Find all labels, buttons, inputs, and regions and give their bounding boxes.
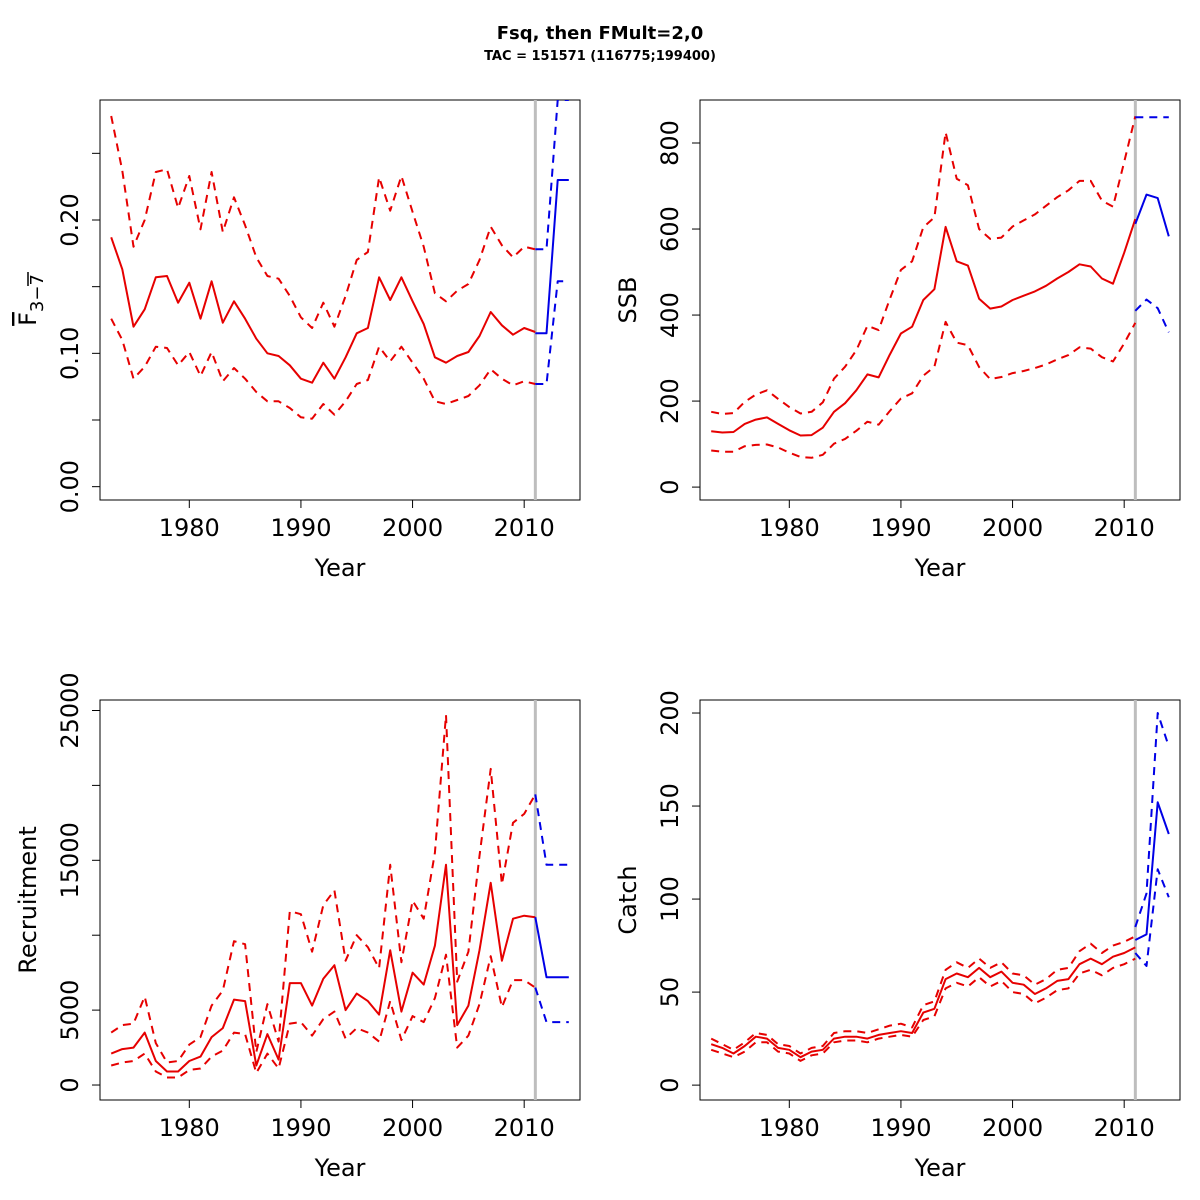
- catch-x-tick-label: 2010: [1094, 1114, 1155, 1142]
- catch-forecast-lower-ci-line: [1134, 868, 1170, 967]
- recruitment-y-tick-label: 25000: [56, 672, 84, 748]
- recruitment-forecast-estimate-line: [534, 917, 569, 979]
- catch-historic-upper-ci-line: [710, 935, 1136, 1055]
- fbar-y-tick-label: 0.10: [56, 327, 84, 380]
- fbar-historic-lower-ci-line: [110, 318, 536, 420]
- recruitment-forecast-lower-ci-line: [534, 987, 569, 1024]
- ssb-historic-lower-ci-line: [711, 320, 1137, 459]
- ssb-y-tick-label: 800: [656, 120, 684, 166]
- panels: 1980 1990 2000 20100.000.100.20YearF3−71980…: [14, 99, 1181, 1182]
- fbar-x-tick-label: 1980: [159, 514, 220, 542]
- recruitment-y-tick-label: 5000: [56, 980, 84, 1041]
- catch-x-tick-label: 2000: [982, 1114, 1043, 1142]
- catch-panel: 1980 1990 2000 2010 0 50 100 150 200 Year Catch: [614, 690, 1181, 1182]
- figure-title: Fsq, then FMult=2,0: [497, 23, 703, 44]
- recruitment-x-axis-label: Year: [314, 1154, 366, 1182]
- catch-y-tick-label: 50: [656, 977, 684, 1008]
- ssb-x-tick-label: 1990: [870, 514, 931, 542]
- ssb-x-tick-label: 1980: [759, 514, 820, 542]
- recruitment-panel: 1980 1990 2000 2010 0 5000 15000 25000 Year Recru…: [14, 672, 581, 1182]
- ssb-y-tick-label: 0: [656, 479, 684, 494]
- catch-historic-estimate-line: [710, 946, 1136, 1059]
- fbar-y-tick-label: 0.20: [56, 193, 84, 246]
- fbar-panel: 1980 1990 2000 2010 0.00 0.10 0.20 Year F3−7: [14, 99, 581, 582]
- recruitment-historic-upper-ci-line: [110, 714, 537, 1064]
- ssb-y-tick-label: 200: [656, 378, 684, 424]
- ssb-y-tick-label: 400: [656, 292, 684, 338]
- ssb-historic-upper-ci-line: [711, 116, 1137, 415]
- ssb-y-tick-label: 600: [656, 206, 684, 252]
- fbar-historic-estimate-line: [110, 236, 536, 384]
- ssb-y-axis-label: SSB: [614, 277, 642, 324]
- recruitment-forecast-upper-ci-line: [534, 794, 569, 866]
- fbar-y-tick-label: 0.00: [56, 460, 84, 513]
- catch-y-tick-label: 100: [656, 876, 684, 922]
- recruitment-plot-frame: [99, 699, 581, 1101]
- ssb-x-tick-label: 2010: [1094, 514, 1155, 542]
- catch-series: [710, 712, 1170, 1062]
- fbar-plot-frame: [99, 99, 581, 501]
- ssb-panel: 1980 1990 2000 2010 0 200 400 600 800 Year SSB: [614, 99, 1181, 582]
- recruitment-y-axis-label: Recruitment: [14, 826, 42, 973]
- fbar-y-axis-label: F3−7: [14, 274, 48, 326]
- fbar-x-tick-label: 1990: [270, 514, 331, 542]
- catch-historic-lower-ci-line: [710, 957, 1136, 1062]
- catch-y-tick-label: 0: [656, 1077, 684, 1092]
- catch-x-tick-label: 1980: [759, 1114, 820, 1142]
- recruitment-historic-estimate-line: [110, 863, 536, 1073]
- catch-forecast-upper-ci-line: [1134, 712, 1170, 928]
- catch-y-tick-label: 150: [656, 783, 684, 829]
- recruitment-x-tick-label: 2000: [382, 1114, 443, 1142]
- fbar-x-axis-label: Year: [314, 554, 366, 582]
- catch-x-tick-label: 1990: [870, 1114, 931, 1142]
- catch-y-axis-label: Catch: [614, 865, 642, 934]
- fbar-forecast-lower-ci-line: [535, 280, 569, 385]
- ssb-forecast-estimate-line: [1134, 193, 1170, 237]
- recruitment-historic-lower-ci-line: [110, 953, 536, 1079]
- catch-forecast-estimate-line: [1134, 801, 1170, 941]
- recruitment-y-tick-label: 0: [56, 1077, 84, 1092]
- catch-y-tick-label: 200: [656, 690, 684, 736]
- ssb-historic-estimate-line: [711, 218, 1137, 437]
- ssb-forecast-lower-ci-line: [1134, 298, 1170, 333]
- fbar-x-tick-label: 2000: [382, 514, 443, 542]
- fbar-forecast-estimate-line: [535, 179, 569, 335]
- fbar-historic-upper-ci-line: [110, 115, 536, 329]
- ssb-x-tick-label: 2000: [982, 514, 1043, 542]
- fbar-forecast-upper-ci-line: [535, 100, 569, 251]
- recruitment-series: [110, 714, 569, 1079]
- fbar-x-tick-label: 2010: [494, 514, 555, 542]
- recruitment-y-tick-label: 15000: [56, 822, 84, 898]
- fbar-series: [110, 100, 569, 420]
- catch-x-axis-label: Year: [914, 1154, 966, 1182]
- ssb-x-axis-label: Year: [914, 554, 966, 582]
- figure-subtitle: TAC = 151571 (116775;199400): [484, 49, 716, 64]
- catch-plot-frame: [699, 699, 1181, 1101]
- ssb-plot-frame: [699, 99, 1181, 501]
- recruitment-x-tick-label: 2010: [494, 1114, 555, 1142]
- recruitment-x-tick-label: 1990: [270, 1114, 331, 1142]
- ssb-series: [711, 116, 1170, 459]
- recruitment-x-tick-label: 1980: [159, 1114, 220, 1142]
